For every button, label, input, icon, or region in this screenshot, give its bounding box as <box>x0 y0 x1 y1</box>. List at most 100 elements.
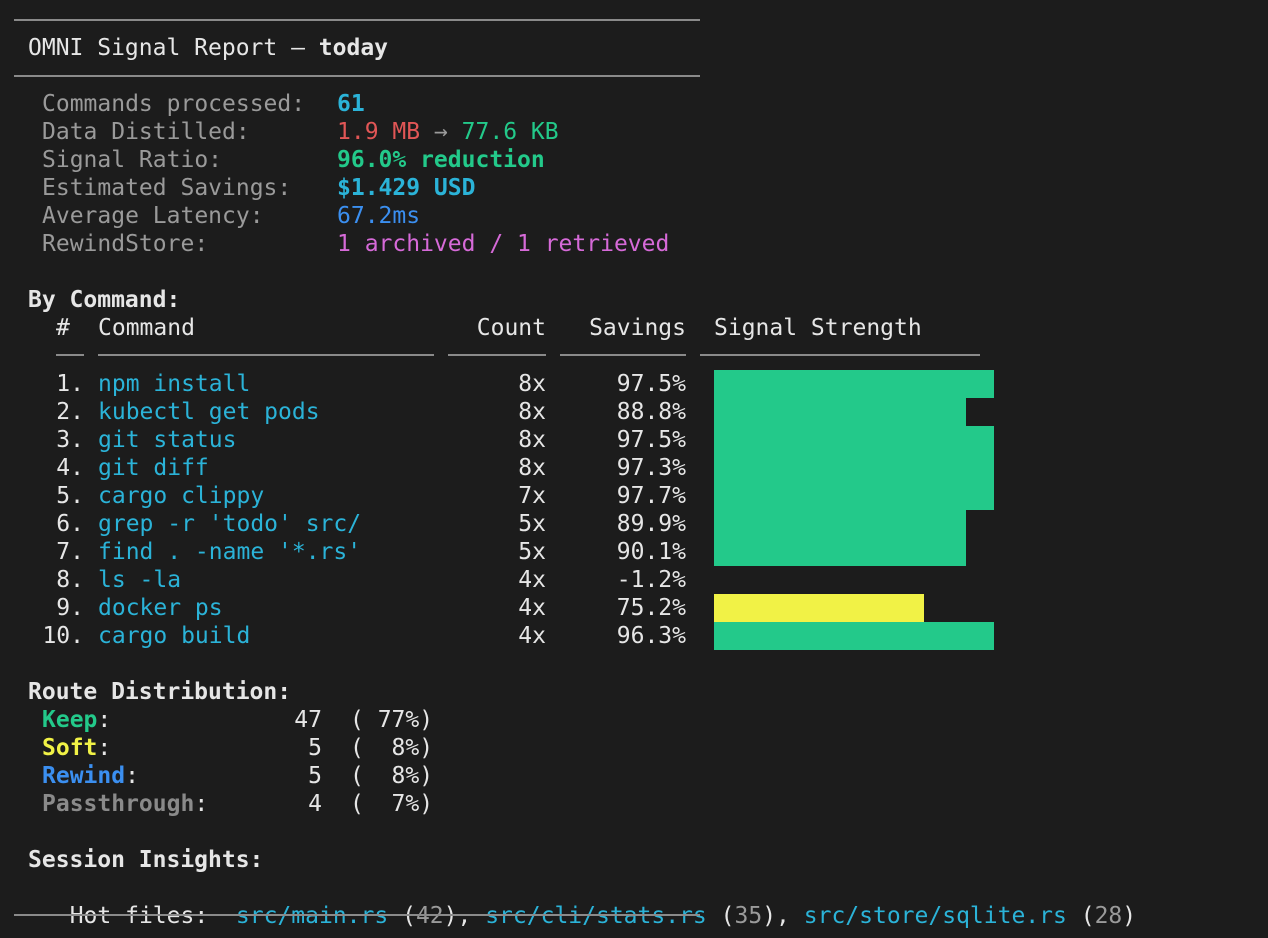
hot-file-count: 35 <box>734 903 763 929</box>
row-savings: 75.2% <box>616 595 686 621</box>
col-header-count: Count <box>476 315 546 341</box>
col-rule-signal <box>700 354 980 356</box>
row-command: grep -r 'todo' src/ <box>98 511 362 537</box>
row-number: 4. <box>56 455 84 481</box>
report-title-prefix: OMNI Signal Report — <box>28 35 319 61</box>
signal-ratio-value: 96.0% reduction <box>337 147 545 173</box>
row-number: 9. <box>56 595 84 621</box>
signal-strength-bar <box>714 426 994 454</box>
route-count: 5 <box>308 735 322 761</box>
route-distribution-heading: Route Distribution: <box>28 679 292 705</box>
signal-strength-bar <box>714 510 966 538</box>
row-number: 3. <box>56 427 84 453</box>
row-command: kubectl get pods <box>98 399 320 425</box>
route-name: Keep <box>42 707 98 733</box>
route-name: Soft <box>42 735 98 761</box>
report-period: today <box>318 35 389 61</box>
summary-label: Average Latency: <box>42 203 264 229</box>
col-rule-savings <box>560 354 686 356</box>
bottom-rule <box>14 914 700 916</box>
row-savings: 88.8% <box>616 399 686 425</box>
summary-label: Estimated Savings: <box>42 175 292 201</box>
row-number: 7. <box>56 539 84 565</box>
by-command-heading: By Command: <box>28 287 181 313</box>
route-count: 4 <box>308 791 322 817</box>
rewindstore-value: 1 archived / 1 retrieved <box>337 231 670 257</box>
signal-strength-bar <box>714 370 994 398</box>
row-command: find . -name '*.rs' <box>98 539 362 565</box>
row-savings: 97.3% <box>616 455 686 481</box>
row-command: cargo build <box>98 623 251 649</box>
hot-file-path: src/store/sqlite.rs <box>803 903 1067 929</box>
route-percent: ( 77%) <box>350 707 434 733</box>
hot-files-line: Hot files: src/main.rs (42), src/cli/sta… <box>69 903 1137 929</box>
row-savings: 97.7% <box>616 483 686 509</box>
data-from: 1.9 MB <box>337 119 421 145</box>
row-count: 8x <box>518 455 546 481</box>
signal-strength-bar <box>714 482 994 510</box>
summary-label: RewindStore: <box>42 231 209 257</box>
row-savings: 97.5% <box>616 371 686 397</box>
row-command: git status <box>98 427 237 453</box>
top-rule <box>14 19 700 21</box>
data-distilled-value: 1.9 MB → 77.6 KB <box>337 118 559 146</box>
col-header-command: Command <box>98 315 195 341</box>
estimated-savings-value: $1.429 USD <box>337 175 476 201</box>
average-latency-value: 67.2ms <box>337 203 421 229</box>
summary-label: Signal Ratio: <box>42 147 223 173</box>
row-count: 4x <box>518 623 546 649</box>
row-count: 8x <box>518 427 546 453</box>
row-savings: 96.3% <box>616 623 686 649</box>
header-rule <box>14 75 700 77</box>
signal-strength-bar <box>714 454 994 482</box>
row-number: 6. <box>56 511 84 537</box>
route-count: 5 <box>308 763 322 789</box>
col-header-num: # <box>56 315 70 341</box>
row-count: 8x <box>518 399 546 425</box>
col-header-savings: Savings <box>589 315 686 341</box>
row-command: ls -la <box>98 567 182 593</box>
row-count: 4x <box>518 595 546 621</box>
hot-file-path: src/main.rs <box>235 903 389 929</box>
route-percent: ( 8%) <box>350 735 434 761</box>
summary-label: Commands processed: <box>42 91 306 117</box>
hot-file-path: src/cli/stats.rs <box>485 903 707 929</box>
hot-file-count: 28 <box>1094 903 1123 929</box>
row-count: 7x <box>518 483 546 509</box>
data-to: 77.6 KB <box>461 119 559 145</box>
row-number: 2. <box>56 399 84 425</box>
row-number: 1. <box>56 371 84 397</box>
col-rule-num <box>56 354 84 356</box>
report-title: OMNI Signal Report — today <box>28 34 388 62</box>
row-number: 5. <box>56 483 84 509</box>
hot-files-label: Hot files: <box>69 903 209 929</box>
row-command: cargo clippy <box>98 483 265 509</box>
signal-strength-bar <box>714 538 966 566</box>
route-name: Passthrough <box>42 791 195 817</box>
hot-file-count: 42 <box>415 903 444 929</box>
commands-processed-value: 61 <box>337 91 365 117</box>
row-savings: 97.5% <box>616 427 686 453</box>
route-percent: ( 7%) <box>350 791 434 817</box>
row-count: 4x <box>518 567 546 593</box>
signal-strength-bar <box>714 398 966 426</box>
row-count: 8x <box>518 371 546 397</box>
row-count: 5x <box>518 539 546 565</box>
row-count: 5x <box>518 511 546 537</box>
col-header-signal: Signal Strength <box>714 315 922 341</box>
arrow-icon: → <box>433 119 448 145</box>
row-savings: 89.9% <box>616 511 686 537</box>
route-item: Passthrough: 4( 7%) <box>42 791 434 817</box>
row-savings: 90.1% <box>616 539 686 565</box>
col-rule-count <box>448 354 546 356</box>
route-item: Rewind: 5( 8%) <box>42 763 434 789</box>
row-command: npm install <box>98 371 251 397</box>
signal-strength-bar <box>714 594 924 622</box>
row-command: git diff <box>98 455 209 481</box>
route-count: 47 <box>294 707 322 733</box>
col-rule-command <box>98 354 434 356</box>
route-name: Rewind <box>42 763 126 789</box>
route-item: Keep: 47( 77%) <box>42 707 434 733</box>
row-number: 8. <box>56 567 84 593</box>
route-percent: ( 8%) <box>350 763 434 789</box>
